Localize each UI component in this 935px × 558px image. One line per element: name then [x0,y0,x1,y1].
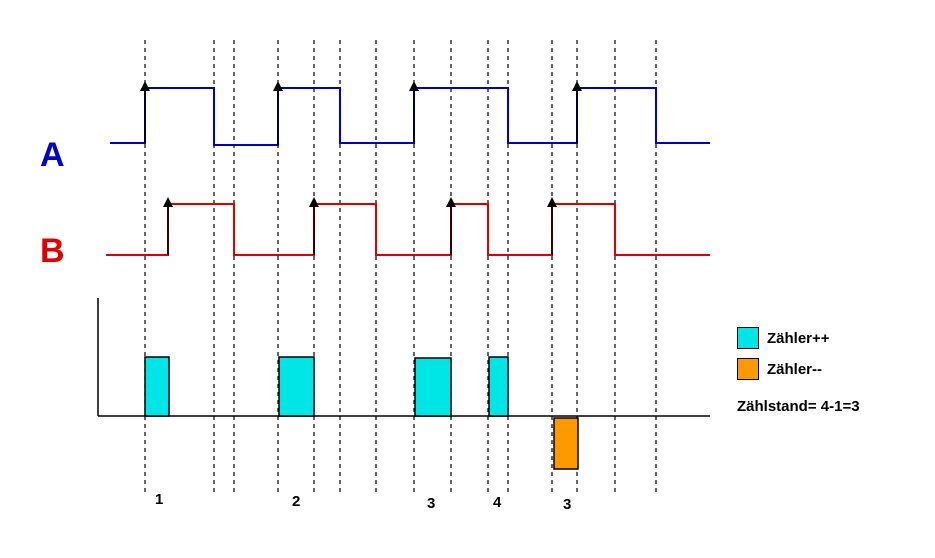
signal-a-label: A [40,136,65,174]
increment-pulse [414,357,452,417]
signal-b-label: B [40,232,65,270]
count-label: 3 [427,495,436,512]
decrement-pulse [553,417,579,470]
legend-decrement-label: Zähler-- [767,360,823,378]
increment-pulse [278,356,315,417]
signal-a-waveform [110,87,710,146]
timing-grid-lines [144,40,657,495]
signal-b-waveform [106,203,710,256]
increment-pulse [488,356,509,417]
signal-b-rising-edge-arrows [163,197,557,255]
count-label: 1 [155,491,164,508]
legend-increment: Zähler++ [737,327,830,349]
legend-increment-swatch [737,327,759,349]
counter-pulses [144,356,579,470]
signal-a-rising-edge-arrows [140,81,582,145]
legend-decrement-swatch [737,358,759,380]
increment-pulse [144,356,170,417]
count-label: 3 [563,496,572,513]
count-label: 2 [292,493,301,510]
legend-decrement: Zähler-- [737,358,822,380]
count-label: 4 [493,494,502,511]
legend-increment-label: Zähler++ [767,329,830,347]
count-summary: Zählstand= 4-1=3 [737,398,860,415]
